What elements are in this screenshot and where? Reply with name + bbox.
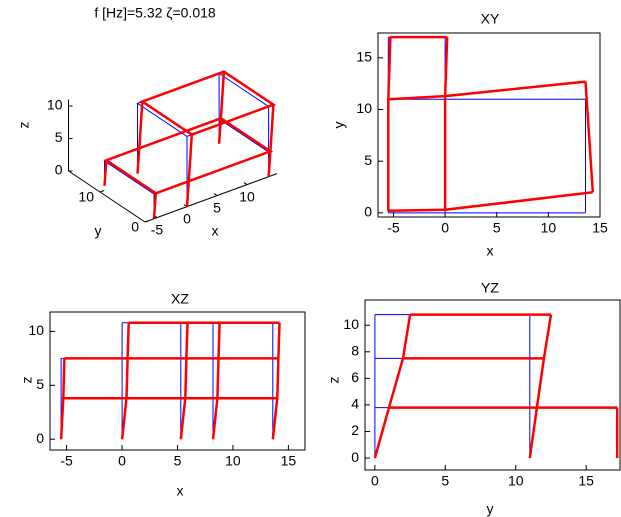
y-tick-label: 2 <box>351 422 359 438</box>
x-axis-label: x <box>212 223 219 239</box>
y-tick-label: 5 <box>364 152 372 168</box>
y-tick-label: 0 <box>36 430 44 446</box>
z-tick-label: 5 <box>55 129 63 145</box>
y-tick-label: 0 <box>131 219 139 235</box>
x-tick-label: 10 <box>239 188 255 204</box>
chart-title: XZ <box>171 291 189 307</box>
x-tick-label: 5 <box>174 453 182 469</box>
y-tick-label: 0 <box>364 204 372 220</box>
y-axis-label: z <box>326 377 342 384</box>
y-axis-line <box>68 170 146 223</box>
y-tick-label: 6 <box>351 369 359 385</box>
x-tick-label: 5 <box>213 199 221 215</box>
x-tick-label: 15 <box>281 453 297 469</box>
x-axis-line <box>144 173 278 223</box>
chart-title: f [Hz]=5.32 ζ=0.018 <box>94 5 216 21</box>
mode-line <box>387 36 586 214</box>
x-tick-label: 0 <box>441 220 449 236</box>
x-tick <box>213 193 218 197</box>
x-axis-label: y <box>487 501 494 517</box>
chart-title: YZ <box>481 280 499 296</box>
mode-line <box>60 322 274 440</box>
y-tick-label: 10 <box>356 100 372 116</box>
z-tick-label: 0 <box>55 162 63 178</box>
mode-line <box>59 321 281 440</box>
mode-line <box>387 35 595 213</box>
x-axis-label: x <box>177 483 184 499</box>
y-axis-label: y <box>331 122 347 129</box>
y-tick-label: 8 <box>351 343 359 359</box>
axes-box <box>49 311 306 451</box>
mode-line <box>373 313 619 459</box>
y-axis-label: z <box>19 377 35 384</box>
axes-box <box>377 32 601 218</box>
axes-box <box>364 299 621 471</box>
x-tick-label: 5 <box>441 473 449 489</box>
x-tick-label: 0 <box>183 210 191 226</box>
x-axis-label: x <box>487 243 494 259</box>
y-tick-label: 10 <box>28 322 44 338</box>
y-axis-label: y <box>95 223 102 239</box>
y-tick <box>144 220 150 223</box>
mode-line <box>103 70 277 219</box>
y-tick <box>99 190 105 193</box>
x-tick-label: 15 <box>578 473 594 489</box>
x-tick-label: 10 <box>541 220 557 236</box>
x-tick-label: -5 <box>60 453 73 469</box>
chart-title: XY <box>481 11 500 27</box>
x-tick-label: -5 <box>151 221 164 237</box>
x-tick-label: 0 <box>371 473 379 489</box>
y-tick-label: 15 <box>356 49 372 65</box>
y-tick-label: 4 <box>351 396 359 412</box>
y-tick-label: 5 <box>36 376 44 392</box>
z-tick-label: 10 <box>47 97 63 113</box>
mode-line <box>374 314 618 458</box>
y-tick-label: 10 <box>78 189 94 205</box>
z-axis-label: z <box>16 122 32 129</box>
y-tick-label: 10 <box>343 316 359 332</box>
x-tick <box>243 182 248 186</box>
x-tick-label: -5 <box>387 220 400 236</box>
x-tick-label: 5 <box>493 220 501 236</box>
y-tick-label: 0 <box>351 449 359 465</box>
x-tick-label: 10 <box>508 473 524 489</box>
x-tick-label: 15 <box>592 220 608 236</box>
x-tick-label: 0 <box>118 453 126 469</box>
x-tick-label: 10 <box>225 453 241 469</box>
